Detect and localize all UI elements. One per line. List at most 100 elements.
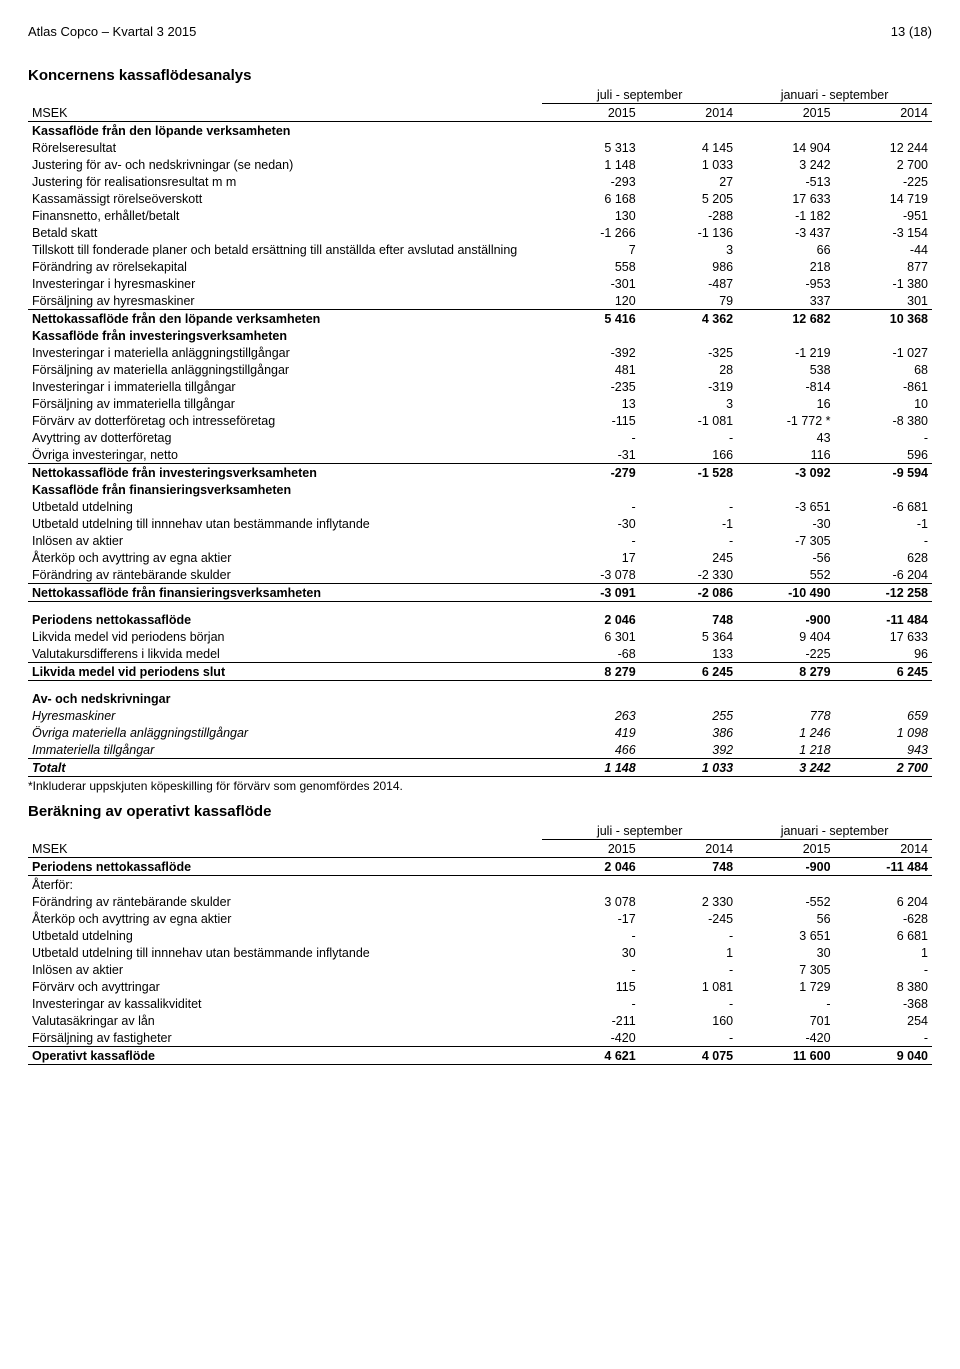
value-cell: 9 040 bbox=[835, 1047, 932, 1065]
value-cell: - bbox=[542, 498, 639, 515]
value-cell: 552 bbox=[737, 566, 834, 584]
row-label: Kassaflöde från investeringsverksamheten bbox=[28, 327, 542, 344]
table-row: Utbetald utdelning---3 651-6 681 bbox=[28, 498, 932, 515]
table-row: Kassaflöde från den löpande verksamheten bbox=[28, 122, 932, 140]
value-cell: 3 242 bbox=[737, 759, 834, 777]
value-cell: -3 092 bbox=[737, 464, 834, 482]
table-row: Investeringar av kassalikviditet----368 bbox=[28, 995, 932, 1012]
value-cell: 255 bbox=[640, 707, 737, 724]
value-cell: -6 204 bbox=[835, 566, 932, 584]
row-label: Förändring av räntebärande skulder bbox=[28, 893, 542, 910]
value-cell bbox=[542, 122, 639, 140]
value-cell: 8 279 bbox=[542, 663, 639, 681]
value-cell: 4 621 bbox=[542, 1047, 639, 1065]
value-cell: -225 bbox=[835, 173, 932, 190]
value-cell: 12 244 bbox=[835, 139, 932, 156]
value-cell: 5 313 bbox=[542, 139, 639, 156]
value-cell bbox=[640, 481, 737, 498]
tables-container: Koncernens kassaflödesanalysjuli - septe… bbox=[28, 67, 932, 1065]
value-cell: 30 bbox=[542, 944, 639, 961]
value-cell: 481 bbox=[542, 361, 639, 378]
period-group-header: januari - september bbox=[737, 86, 932, 104]
year-column-header: 2014 bbox=[835, 104, 932, 122]
value-cell: 7 bbox=[542, 241, 639, 258]
period-group-header: januari - september bbox=[737, 822, 932, 840]
value-cell: - bbox=[542, 532, 639, 549]
value-cell: 133 bbox=[640, 645, 737, 663]
value-cell: 1 033 bbox=[640, 759, 737, 777]
value-cell: 419 bbox=[542, 724, 639, 741]
header-right: 13 (18) bbox=[891, 24, 932, 39]
value-cell: 628 bbox=[835, 549, 932, 566]
value-cell: 2 046 bbox=[542, 611, 639, 628]
value-cell: -44 bbox=[835, 241, 932, 258]
table-row: Inlösen av aktier--7 305- bbox=[28, 961, 932, 978]
row-label: Försäljning av materiella anläggningstil… bbox=[28, 361, 542, 378]
row-label: Utbetald utdelning till innnehav utan be… bbox=[28, 515, 542, 532]
value-cell: 6 681 bbox=[835, 927, 932, 944]
value-cell bbox=[542, 876, 639, 894]
value-cell: -420 bbox=[737, 1029, 834, 1047]
financial-table: juli - septemberjanuari - septemberMSEK2… bbox=[28, 86, 932, 777]
value-cell: -1 380 bbox=[835, 275, 932, 292]
value-cell: -30 bbox=[737, 515, 834, 532]
value-cell: - bbox=[542, 927, 639, 944]
value-cell: 17 633 bbox=[737, 190, 834, 207]
value-cell: 1 218 bbox=[737, 741, 834, 759]
value-cell: 538 bbox=[737, 361, 834, 378]
value-cell: 116 bbox=[737, 446, 834, 464]
value-cell: - bbox=[640, 1029, 737, 1047]
value-cell bbox=[737, 690, 834, 707]
footnote: *Inkluderar uppskjuten köpeskilling för … bbox=[28, 779, 932, 793]
value-cell bbox=[542, 690, 639, 707]
value-cell: 5 416 bbox=[542, 310, 639, 328]
table-row: Immateriella tillgångar4663921 218943 bbox=[28, 741, 932, 759]
value-cell bbox=[542, 327, 639, 344]
table-row: Återköp och avyttring av egna aktier-17-… bbox=[28, 910, 932, 927]
value-cell: 301 bbox=[835, 292, 932, 310]
row-label: Förvärv och avyttringar bbox=[28, 978, 542, 995]
value-cell: 43 bbox=[737, 429, 834, 446]
value-cell: -9 594 bbox=[835, 464, 932, 482]
value-cell: -31 bbox=[542, 446, 639, 464]
table-row: Investeringar i hyresmaskiner-301-487-95… bbox=[28, 275, 932, 292]
row-label: Försäljning av immateriella tillgångar bbox=[28, 395, 542, 412]
value-cell: 56 bbox=[737, 910, 834, 927]
value-cell bbox=[640, 876, 737, 894]
value-cell: -3 154 bbox=[835, 224, 932, 241]
table-row: Kassaflöde från investeringsverksamheten bbox=[28, 327, 932, 344]
value-cell: 4 362 bbox=[640, 310, 737, 328]
value-cell: 659 bbox=[835, 707, 932, 724]
row-label: Inlösen av aktier bbox=[28, 532, 542, 549]
value-cell: -6 681 bbox=[835, 498, 932, 515]
value-cell: -900 bbox=[737, 858, 834, 876]
value-cell: -2 086 bbox=[640, 584, 737, 602]
table-row: Utbetald utdelning--3 6516 681 bbox=[28, 927, 932, 944]
value-cell: 386 bbox=[640, 724, 737, 741]
value-cell: - bbox=[640, 995, 737, 1012]
table-row: Förändring av räntebärande skulder3 0782… bbox=[28, 893, 932, 910]
row-label: Nettokassaflöde från den löpande verksam… bbox=[28, 310, 542, 328]
header-left: Atlas Copco – Kvartal 3 2015 bbox=[28, 24, 196, 39]
value-cell: 13 bbox=[542, 395, 639, 412]
value-cell: 2 046 bbox=[542, 858, 639, 876]
row-label: Valutasäkringar av lån bbox=[28, 1012, 542, 1029]
table-row: Förändring av rörelsekapital558986218877 bbox=[28, 258, 932, 275]
value-cell bbox=[640, 122, 737, 140]
value-cell bbox=[542, 481, 639, 498]
value-cell: 3 078 bbox=[542, 893, 639, 910]
value-cell: 218 bbox=[737, 258, 834, 275]
value-cell: 943 bbox=[835, 741, 932, 759]
value-cell: -12 258 bbox=[835, 584, 932, 602]
table-row: Justering för av- och nedskrivningar (se… bbox=[28, 156, 932, 173]
value-cell: -1 027 bbox=[835, 344, 932, 361]
row-label: Justering för realisationsresultat m m bbox=[28, 173, 542, 190]
value-cell bbox=[737, 481, 834, 498]
value-cell: -628 bbox=[835, 910, 932, 927]
value-cell bbox=[835, 122, 932, 140]
row-label: Avyttring av dotterföretag bbox=[28, 429, 542, 446]
value-cell: 160 bbox=[640, 1012, 737, 1029]
value-cell: 701 bbox=[737, 1012, 834, 1029]
value-cell: 466 bbox=[542, 741, 639, 759]
blank-cell bbox=[28, 822, 542, 840]
